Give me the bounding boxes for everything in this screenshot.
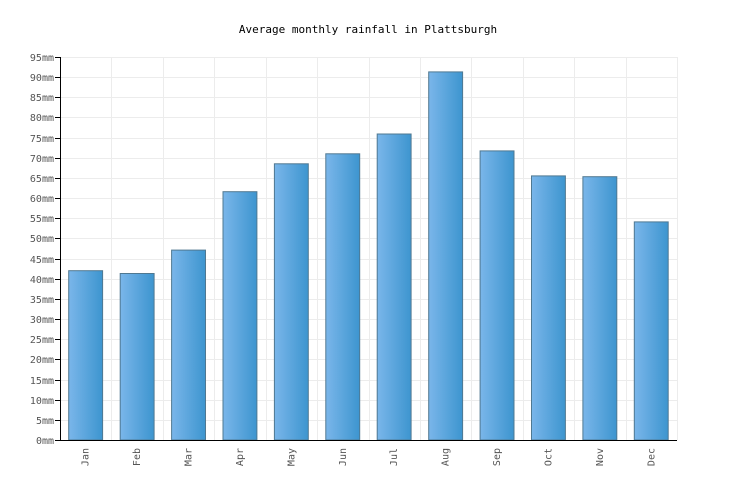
y-tick-label: 0mm <box>36 436 54 447</box>
x-tick-label: May <box>286 448 297 466</box>
bar-sep <box>479 150 515 441</box>
y-tick-label: 60mm <box>30 194 54 205</box>
x-tick-label: Nov <box>595 448 606 466</box>
x-tick-label: Dec <box>646 448 657 466</box>
y-tick-label: 20mm <box>30 355 54 366</box>
bar-apr <box>222 191 258 441</box>
y-tick-label: 15mm <box>30 376 54 387</box>
y-tick-label: 70mm <box>30 154 54 165</box>
y-tick-label: 85mm <box>30 93 54 104</box>
x-axis-ticks: Jan Feb Mar Apr May Jun Jul Aug Sep Oct Nov Dec <box>81 448 658 466</box>
y-tick-label: 5mm <box>36 416 54 427</box>
y-tick-label: 75mm <box>30 134 54 145</box>
y-tick-label: 90mm <box>30 73 54 84</box>
y-tick-label: 80mm <box>30 113 54 124</box>
y-tick-label: 30mm <box>30 315 54 326</box>
y-axis-ticks: 0mm 5mm 10mm 15mm 20mm 25mm 30mm 35mm 40mm 45mm 50… <box>30 53 60 447</box>
bar-jul <box>376 133 412 441</box>
chart-title: Average monthly rainfall in Plattsburgh <box>239 23 497 36</box>
bar-feb <box>119 273 155 441</box>
x-tick-label: Jan <box>81 448 92 466</box>
x-tick-label: Feb <box>132 448 143 466</box>
y-tick-label: 55mm <box>30 214 54 225</box>
bar-series <box>68 71 669 441</box>
bar-oct <box>531 175 566 441</box>
x-tick-label: Jun <box>338 448 349 466</box>
bar-aug <box>428 71 464 441</box>
x-tick-label: Oct <box>543 448 554 466</box>
grid <box>60 57 678 440</box>
x-tick-label: Apr <box>235 448 246 466</box>
x-tick-label: Jul <box>389 448 400 466</box>
y-tick-label: 10mm <box>30 396 54 407</box>
y-tick-label: 45mm <box>30 255 54 266</box>
bar-nov <box>582 176 618 441</box>
y-tick-label: 25mm <box>30 335 54 346</box>
y-tick-label: 35mm <box>30 295 54 306</box>
bar-may <box>273 163 309 441</box>
bar-jun <box>325 153 361 441</box>
bar-mar <box>171 249 207 441</box>
axes <box>60 57 677 441</box>
x-tick-label: Mar <box>184 448 195 466</box>
y-tick-label: 65mm <box>30 174 54 185</box>
bar-jan <box>68 270 104 441</box>
x-tick-label: Sep <box>492 448 503 466</box>
y-tick-label: 95mm <box>30 53 54 64</box>
y-tick-label: 40mm <box>30 275 54 286</box>
bar-dec <box>633 221 669 441</box>
y-tick-label: 50mm <box>30 234 54 245</box>
x-tick-label: Aug <box>441 448 452 466</box>
